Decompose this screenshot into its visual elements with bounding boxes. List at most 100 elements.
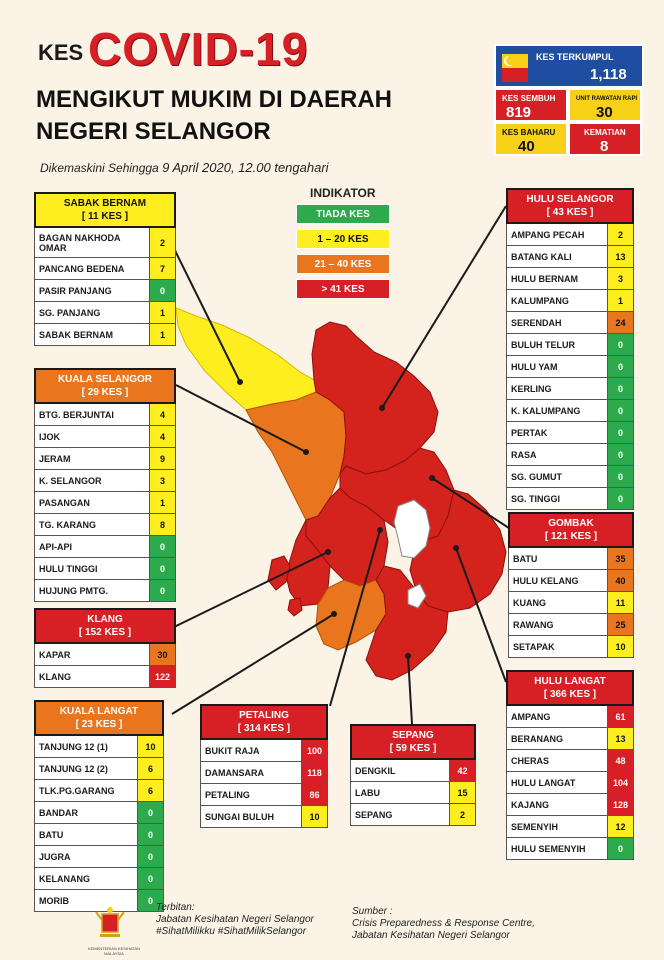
mukim-case-count: 13 [607, 246, 633, 267]
mukim-case-count: 0 [607, 378, 633, 399]
district-name: KUALA SELANGOR [57, 374, 153, 385]
footer-terbitan-org: Jabatan Kesihatan Negeri Selangor [156, 914, 314, 925]
mukim-case-count: 30 [149, 644, 175, 665]
mukim-case-count: 0 [137, 890, 163, 911]
table-row: HULU BERNAM 3 [506, 268, 634, 290]
selangor-flag-icon [502, 54, 528, 82]
mukim-case-count: 0 [149, 558, 175, 579]
table-row: SABAK BERNAM 1 [34, 324, 176, 346]
table-row: MORIB 0 [34, 890, 164, 912]
footer-sumber-line1: Crisis Preparedness & Response Centre, [352, 918, 535, 929]
table-kuala-selangor: KUALA SELANGOR[ 29 KES ] BTG. BERJUNTAI 4 I… [34, 368, 176, 602]
table-row: SEMENYIH 12 [506, 816, 634, 838]
map-klang [285, 519, 331, 607]
table-row: KLANG 122 [34, 666, 176, 688]
table-hulu-langat: HULU LANGAT [ 366 KES ] AMPANG 61 BERANANG 13… [506, 670, 634, 860]
updated-prefix: Dikemaskini Sehingga [40, 161, 159, 175]
mukim-case-count: 4 [149, 426, 175, 447]
mukim-case-count: 0 [137, 802, 163, 823]
district-header: HULU LANGAT [ 366 KES ] [506, 670, 634, 706]
table-row: BERANANG 13 [506, 728, 634, 750]
table-row: BATU 0 [34, 824, 164, 846]
mukim-case-count: 61 [607, 706, 633, 727]
mukim-case-count: 0 [607, 838, 633, 859]
table-row: KERLING 0 [506, 378, 634, 400]
stat-icu-label: UNIT RAWATAN RAPI [576, 96, 638, 102]
mukim-case-count: 25 [607, 614, 633, 635]
table-row: HULU LANGAT 104 [506, 772, 634, 794]
mukim-name: HULU YAM [511, 361, 558, 372]
table-row: PERTAK 0 [506, 422, 634, 444]
district-total: [ 152 KES ] [78, 627, 132, 638]
table-row: TANJUNG 12 (2) 6 [34, 758, 164, 780]
mukim-case-count: 0 [607, 444, 633, 465]
stat-new-cases: KES BAHARU 40 [494, 122, 568, 156]
mukim-case-count: 0 [149, 580, 175, 601]
table-row: BAGAN NAKHODA OMAR 2 [34, 228, 176, 258]
table-row: BANDAR 0 [34, 802, 164, 824]
table-row: SG. TINGGI 0 [506, 488, 634, 510]
mukim-name: CHERAS [511, 755, 550, 766]
mukim-name: SEMENYIH [511, 821, 559, 832]
mukim-name: SG. GUMUT [511, 471, 562, 482]
mukim-case-count: 0 [607, 356, 633, 377]
ministry-crest-icon [95, 907, 125, 937]
legend-no-cases: TIADA KES [296, 204, 390, 224]
table-row: RAWANG 25 [508, 614, 634, 636]
mukim-case-count: 3 [607, 268, 633, 289]
mukim-name: TLK.PG.GARANG [39, 785, 115, 796]
table-row: KUANG 11 [508, 592, 634, 614]
table-row: RASA 0 [506, 444, 634, 466]
mukim-name: PETALING [205, 789, 250, 800]
table-petaling: PETALING[ 314 KES ] BUKIT RAJA 100 DAMANSAR… [200, 704, 328, 828]
district-total: [ 43 KES ] [546, 207, 594, 218]
mukim-case-count: 0 [137, 824, 163, 845]
table-row: KAPAR 30 [34, 644, 176, 666]
stat-new-label: KES BAHARU [502, 128, 556, 137]
district-name: HULU LANGAT [534, 676, 606, 687]
title-kes: KES [38, 40, 84, 65]
mukim-case-count: 1 [607, 290, 633, 311]
mukim-name: RAWANG [513, 619, 554, 630]
map-island [267, 555, 291, 591]
footer-publisher: Terbitan: Jabatan Kesihatan Negeri Selan… [156, 902, 314, 938]
stat-recovered-label: KES SEMBUH [502, 94, 556, 103]
mukim-case-count: 40 [607, 570, 633, 591]
table-row: KALUMPANG 1 [506, 290, 634, 312]
mukim-name: BULUH TELUR [511, 339, 575, 350]
legend-over-41: > 41 KES [296, 279, 390, 299]
mukim-case-count: 6 [137, 780, 163, 801]
mukim-case-count: 7 [149, 258, 175, 279]
mukim-case-count: 9 [149, 448, 175, 469]
table-row: JERAM 9 [34, 448, 176, 470]
district-total: [ 11 KES ] [81, 211, 129, 222]
mukim-case-count: 0 [607, 422, 633, 443]
stat-new-value: 40 [518, 138, 535, 155]
table-row: BATU 35 [508, 548, 634, 570]
district-total: [ 29 KES ] [81, 387, 129, 398]
footer-hashtags: #SihatMilikku #SihatMilikSelangor [156, 926, 307, 937]
table-row: LABU 15 [350, 782, 476, 804]
mukim-name: PANCANG BEDENA [39, 263, 125, 274]
mukim-name: KAPAR [39, 649, 71, 660]
district-header: SEPANG [ 59 KES ] [350, 724, 476, 760]
mukim-name: JUGRA [39, 851, 71, 862]
mukim-case-count: 2 [149, 228, 175, 257]
mukim-name: TANJUNG 12 (2) [39, 763, 108, 774]
mukim-name: API-API [39, 541, 73, 552]
table-row: DAMANSARA 118 [200, 762, 328, 784]
mukim-case-count: 0 [607, 488, 633, 509]
mukim-case-count: 42 [449, 760, 475, 781]
district-total: [ 23 KES ] [75, 719, 123, 730]
title-state: NEGERI SELANGOR [36, 118, 271, 145]
mukim-case-count: 122 [149, 666, 175, 687]
mukim-name: BAGAN NAKHODA OMAR [39, 232, 121, 253]
mukim-case-count: 0 [607, 400, 633, 421]
map-kuala-lumpur [393, 499, 431, 559]
map-sepang [365, 565, 449, 681]
mukim-case-count: 0 [607, 466, 633, 487]
mukim-name: HULU SEMENYIH [511, 843, 586, 854]
district-header: HULU SELANGOR [ 43 KES ] [506, 188, 634, 224]
district-header: GOMBAK [ 121 KES ] [508, 512, 634, 548]
